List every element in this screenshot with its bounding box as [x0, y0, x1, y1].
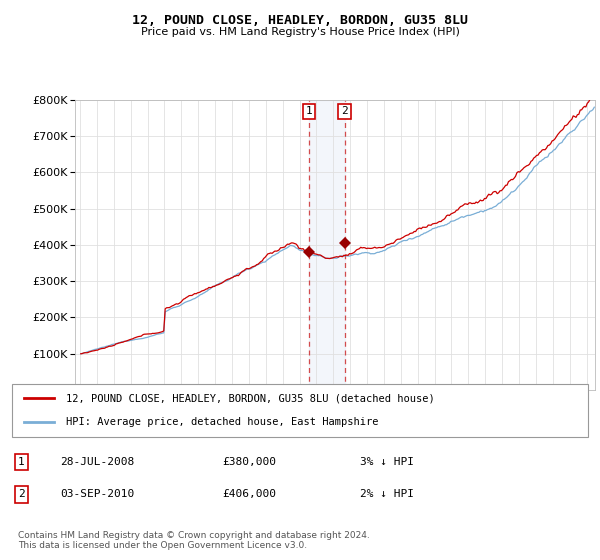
- Text: £406,000: £406,000: [222, 489, 276, 500]
- Text: 1: 1: [18, 457, 25, 467]
- Text: £380,000: £380,000: [222, 457, 276, 467]
- Text: 2% ↓ HPI: 2% ↓ HPI: [360, 489, 414, 500]
- Text: 03-SEP-2010: 03-SEP-2010: [60, 489, 134, 500]
- Text: HPI: Average price, detached house, East Hampshire: HPI: Average price, detached house, East…: [66, 417, 379, 427]
- Text: 12, POUND CLOSE, HEADLEY, BORDON, GU35 8LU (detached house): 12, POUND CLOSE, HEADLEY, BORDON, GU35 8…: [66, 394, 435, 404]
- Text: 1: 1: [306, 106, 313, 116]
- Text: 12, POUND CLOSE, HEADLEY, BORDON, GU35 8LU: 12, POUND CLOSE, HEADLEY, BORDON, GU35 8…: [132, 14, 468, 27]
- Text: 2: 2: [341, 106, 348, 116]
- Bar: [309, 100, 344, 390]
- Text: 3% ↓ HPI: 3% ↓ HPI: [360, 457, 414, 467]
- Text: Contains HM Land Registry data © Crown copyright and database right 2024.
This d: Contains HM Land Registry data © Crown c…: [18, 530, 370, 550]
- Text: Price paid vs. HM Land Registry's House Price Index (HPI): Price paid vs. HM Land Registry's House …: [140, 27, 460, 37]
- Text: 2: 2: [18, 489, 25, 500]
- Text: 28-JUL-2008: 28-JUL-2008: [60, 457, 134, 467]
